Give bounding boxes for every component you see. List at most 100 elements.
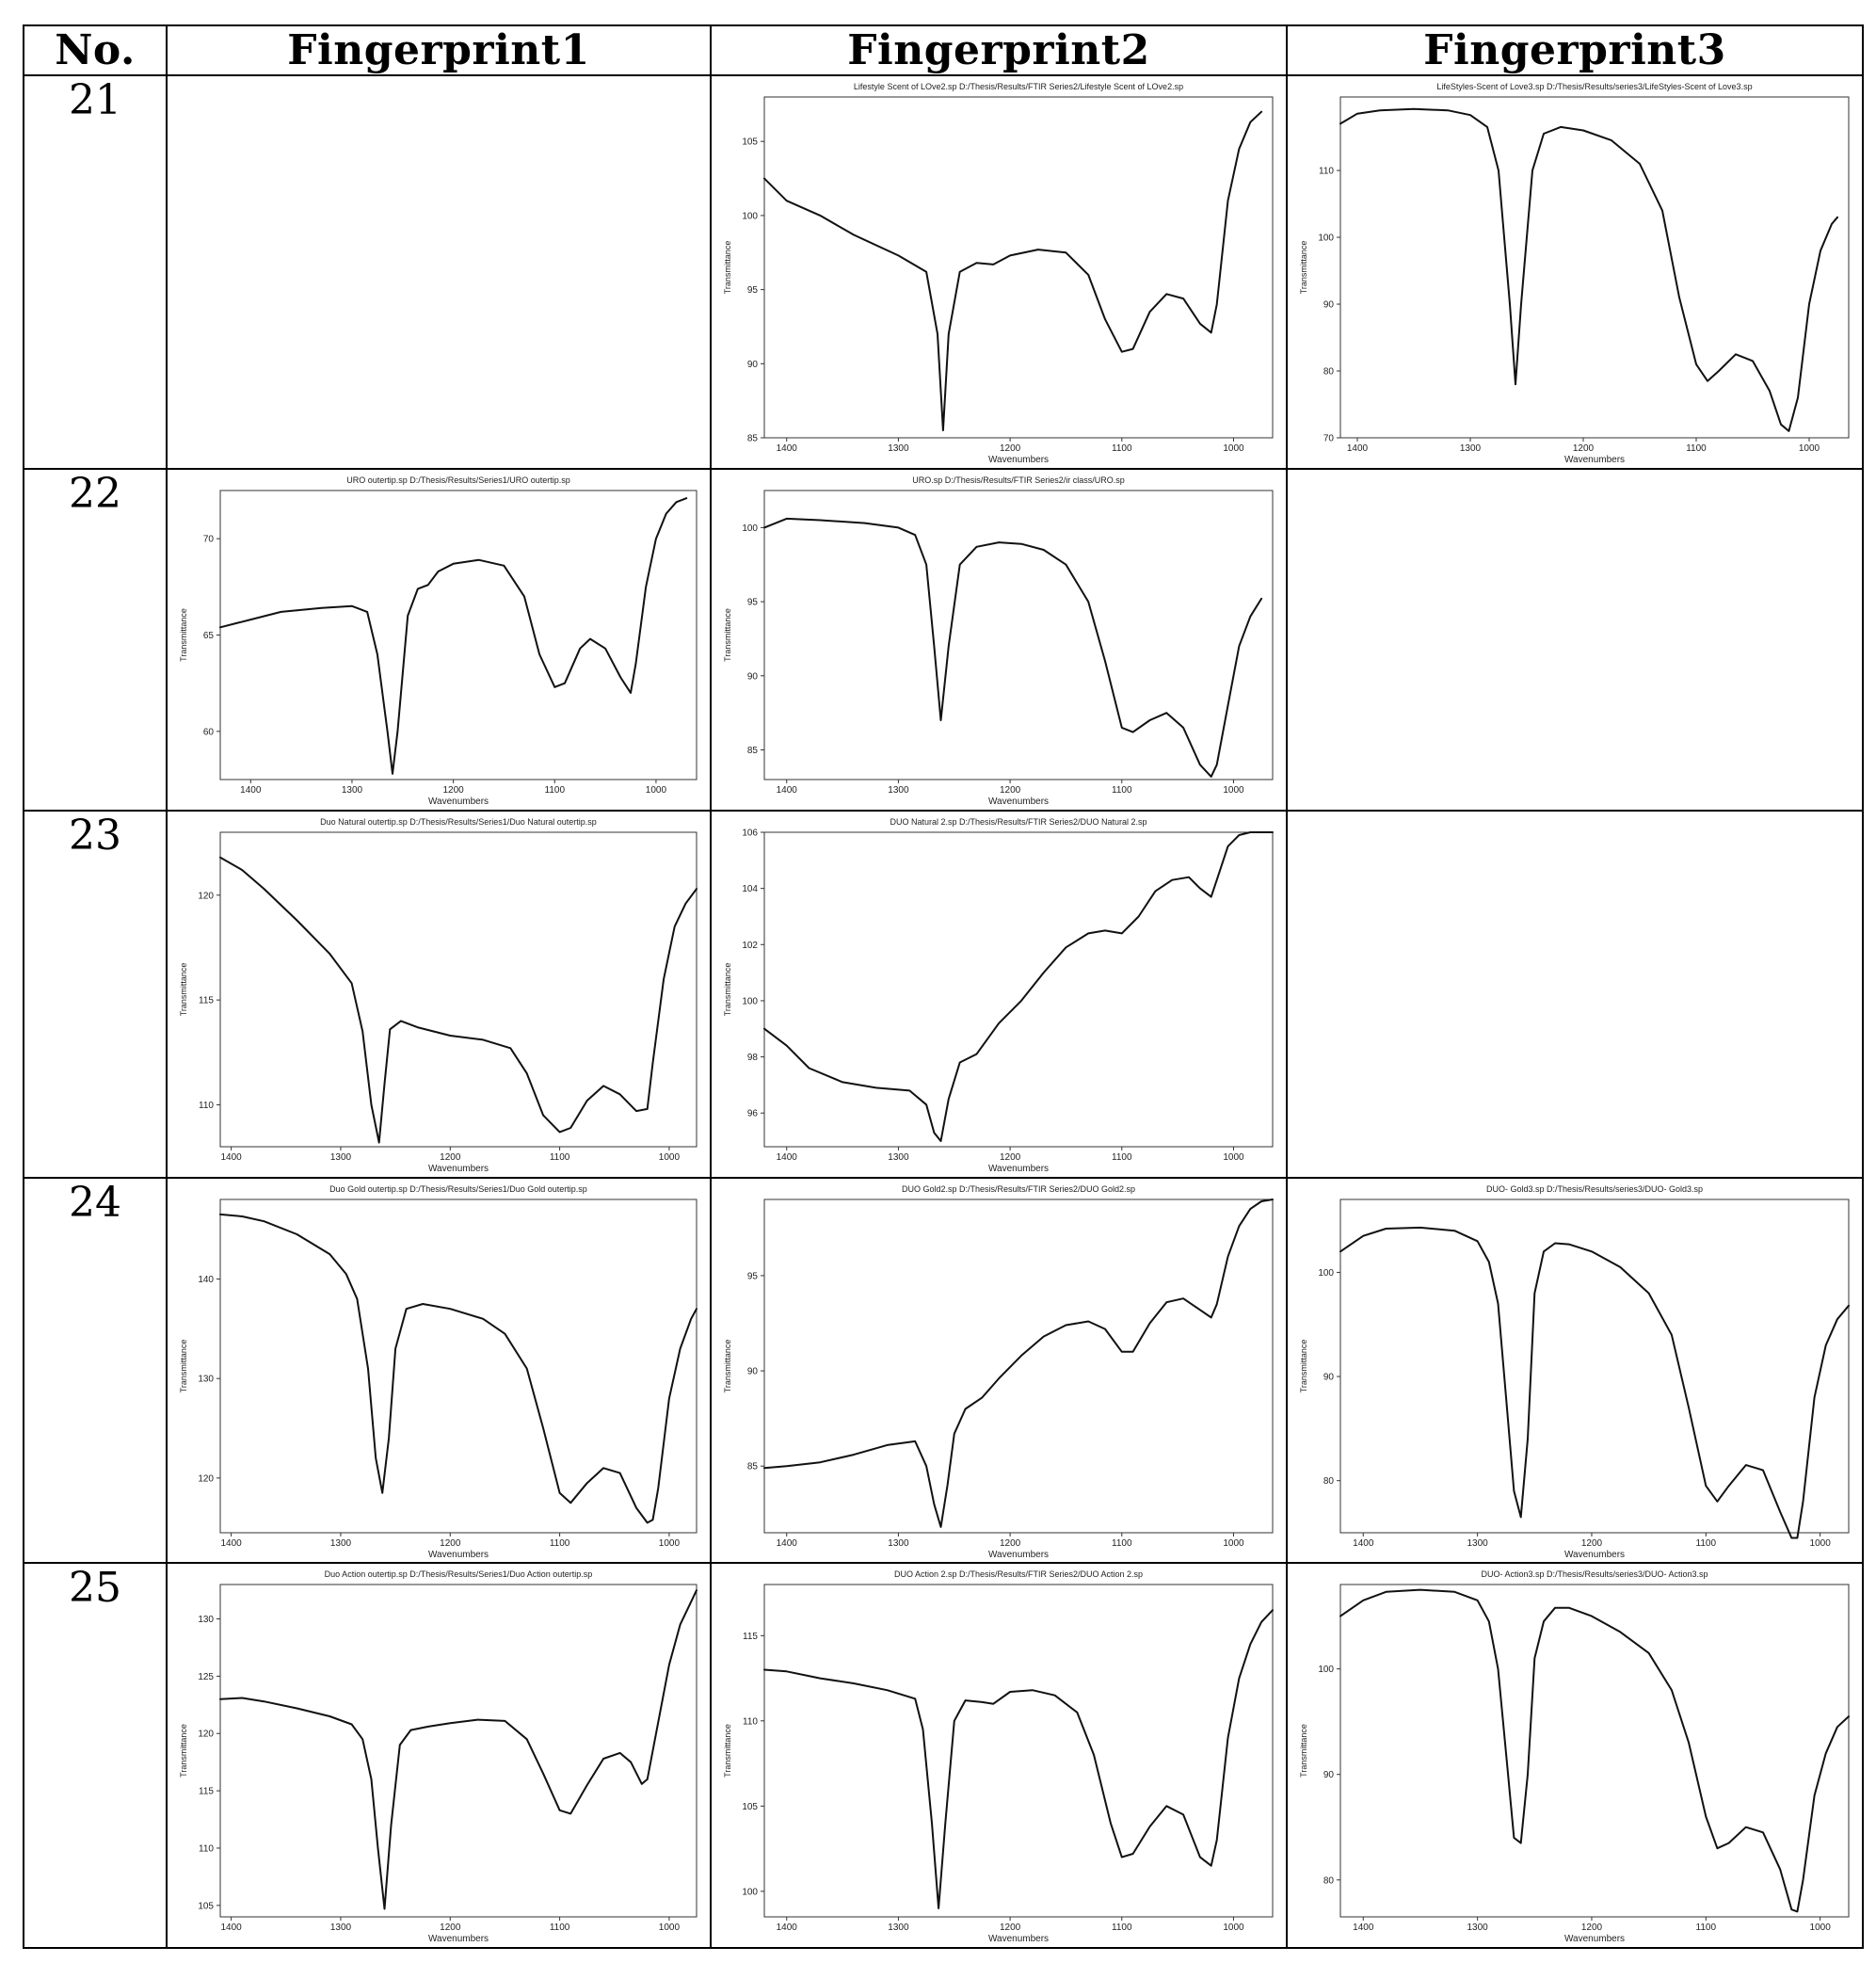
x-tick-label: 1000 bbox=[1810, 1538, 1832, 1549]
y-tick-label: 100 bbox=[1318, 1268, 1334, 1279]
y-tick-label: 60 bbox=[203, 727, 215, 737]
x-tick-label: 1400 bbox=[777, 1923, 798, 1933]
spectrum-line bbox=[763, 831, 1274, 1143]
y-tick-label: 96 bbox=[747, 1109, 759, 1119]
y-tick-label: 104 bbox=[742, 884, 758, 894]
x-tick-label: 1300 bbox=[888, 1923, 909, 1933]
x-tick-label: 1200 bbox=[1000, 1538, 1021, 1549]
chart-title: Duo Gold outertip.sp D:/Thesis/Results/S… bbox=[329, 1184, 587, 1194]
x-tick-label: 1300 bbox=[888, 785, 909, 796]
y-tick-label: 120 bbox=[198, 892, 214, 902]
plot-frame bbox=[763, 1199, 1274, 1534]
y-tick-label: 90 bbox=[747, 671, 759, 682]
y-tick-label: 90 bbox=[1323, 300, 1335, 311]
header-fingerprint1: Fingerprint1 bbox=[166, 24, 712, 77]
chart-title: LifeStyles-Scent of Love3.sp D:/Thesis/R… bbox=[1436, 82, 1752, 91]
plot-frame bbox=[763, 1584, 1274, 1918]
y-tick-label: 130 bbox=[198, 1615, 214, 1625]
table-row: 24 Duo Gold outertip.sp D:/Thesis/Result… bbox=[23, 1176, 1864, 1565]
x-tick-label: 1000 bbox=[646, 785, 667, 796]
x-tick-label: 1100 bbox=[550, 1923, 570, 1933]
table-row: 25 Duo Action outertip.sp D:/Thesis/Resu… bbox=[23, 1562, 1864, 1949]
chart-title: DUO Gold2.sp D:/Thesis/Results/FTIR Seri… bbox=[902, 1184, 1135, 1194]
chart-cell: URO outertip.sp D:/Thesis/Results/Series… bbox=[166, 467, 712, 813]
y-tick-label: 90 bbox=[747, 360, 759, 370]
y-tick-label: 100 bbox=[1318, 1665, 1334, 1676]
y-tick-label: 90 bbox=[1323, 1372, 1335, 1382]
x-tick-label: 1200 bbox=[1000, 1923, 1021, 1933]
table-row: 22 URO outertip.sp D:/Thesis/Results/Ser… bbox=[23, 467, 1864, 813]
y-tick-label: 95 bbox=[747, 1271, 759, 1281]
spectrum-line bbox=[763, 110, 1263, 432]
x-tick-label: 1100 bbox=[550, 1152, 570, 1163]
row-number: 25 bbox=[23, 1562, 168, 1949]
x-tick-label: 1000 bbox=[1810, 1923, 1832, 1933]
y-tick-label: 105 bbox=[198, 1902, 214, 1912]
y-tick-label: 100 bbox=[742, 523, 758, 534]
x-tick-label: 1300 bbox=[888, 1538, 909, 1549]
y-tick-label: 105 bbox=[742, 137, 758, 148]
x-axis-label: Wavenumbers bbox=[428, 796, 489, 807]
x-tick-label: 1400 bbox=[777, 785, 798, 796]
y-tick-label: 120 bbox=[198, 1473, 214, 1484]
chart-cell: Duo Gold outertip.sp D:/Thesis/Results/S… bbox=[166, 1176, 712, 1565]
y-tick-label: 70 bbox=[203, 534, 215, 544]
empty-cell bbox=[1286, 810, 1864, 1179]
chart-cell: URO.sp D:/Thesis/Results/FTIR Series2/ir… bbox=[710, 467, 1288, 813]
spectrum-line bbox=[219, 1213, 697, 1524]
y-axis-label: Transmittance bbox=[723, 1725, 732, 1778]
ftir-chart: Duo Gold outertip.sp D:/Thesis/Results/S… bbox=[179, 1184, 697, 1560]
y-tick-label: 110 bbox=[199, 1844, 214, 1855]
x-axis-label: Wavenumbers bbox=[428, 1934, 489, 1944]
ftir-chart: DUO Action 2.sp D:/Thesis/Results/FTIR S… bbox=[723, 1569, 1274, 1944]
y-tick-label: 125 bbox=[198, 1672, 214, 1682]
y-tick-label: 80 bbox=[1323, 1476, 1335, 1487]
x-tick-label: 1300 bbox=[342, 785, 363, 796]
ftir-chart: DUO- Gold3.sp D:/Thesis/Results/series3/… bbox=[1299, 1184, 1850, 1560]
chart-title: URO outertip.sp D:/Thesis/Results/Series… bbox=[346, 475, 570, 485]
x-tick-label: 1100 bbox=[1112, 1923, 1132, 1933]
x-axis-label: Wavenumbers bbox=[428, 1164, 489, 1174]
x-tick-label: 1400 bbox=[221, 1538, 243, 1549]
y-tick-label: 100 bbox=[1318, 233, 1334, 244]
x-tick-label: 1300 bbox=[1467, 1923, 1488, 1933]
x-tick-label: 1000 bbox=[659, 1923, 681, 1933]
chart-title: Duo Natural outertip.sp D:/Thesis/Result… bbox=[320, 817, 597, 827]
x-tick-label: 1300 bbox=[330, 1152, 352, 1163]
spectrum-line bbox=[1339, 1226, 1850, 1539]
plot-frame bbox=[1339, 1584, 1850, 1918]
y-axis-label: Transmittance bbox=[1299, 1339, 1308, 1392]
y-tick-label: 120 bbox=[198, 1730, 214, 1740]
x-tick-label: 1000 bbox=[1223, 1923, 1244, 1933]
y-axis-label: Transmittance bbox=[179, 1339, 188, 1392]
ftir-chart: DUO Gold2.sp D:/Thesis/Results/FTIR Seri… bbox=[723, 1184, 1274, 1560]
ftir-chart: URO outertip.sp D:/Thesis/Results/Series… bbox=[179, 475, 697, 807]
x-tick-label: 1100 bbox=[545, 785, 566, 796]
x-axis-label: Wavenumbers bbox=[1564, 455, 1625, 465]
y-tick-label: 70 bbox=[1323, 434, 1335, 444]
x-axis-label: Wavenumbers bbox=[988, 796, 1049, 807]
plot-frame bbox=[763, 490, 1274, 780]
y-tick-label: 115 bbox=[199, 996, 214, 1006]
x-tick-label: 1100 bbox=[1696, 1923, 1717, 1933]
ftir-chart: URO.sp D:/Thesis/Results/FTIR Series2/ir… bbox=[723, 475, 1274, 807]
chart-cell: DUO- Gold3.sp D:/Thesis/Results/series3/… bbox=[1286, 1176, 1864, 1565]
chart-cell: DUO Gold2.sp D:/Thesis/Results/FTIR Seri… bbox=[710, 1176, 1288, 1565]
y-tick-label: 85 bbox=[747, 1461, 759, 1472]
y-axis-label: Transmittance bbox=[723, 963, 732, 1017]
row-number: 22 bbox=[23, 467, 168, 813]
y-axis-label: Transmittance bbox=[179, 608, 188, 662]
y-tick-label: 110 bbox=[199, 1101, 214, 1111]
y-axis-label: Transmittance bbox=[1299, 1725, 1308, 1778]
table-row: 21 Lifestyle Scent of LOve2.sp D:/Thesis… bbox=[23, 74, 1864, 470]
spectrum-line bbox=[1339, 1588, 1850, 1913]
x-tick-label: 1000 bbox=[1799, 443, 1820, 454]
spectrum-line bbox=[219, 497, 688, 775]
empty-cell bbox=[1286, 467, 1864, 813]
row-number: 24 bbox=[23, 1176, 168, 1565]
y-tick-label: 115 bbox=[199, 1787, 214, 1797]
x-tick-label: 1200 bbox=[1581, 1923, 1603, 1933]
x-tick-label: 1100 bbox=[1686, 443, 1707, 454]
x-axis-label: Wavenumbers bbox=[988, 1934, 1049, 1944]
x-tick-label: 1400 bbox=[221, 1152, 243, 1163]
